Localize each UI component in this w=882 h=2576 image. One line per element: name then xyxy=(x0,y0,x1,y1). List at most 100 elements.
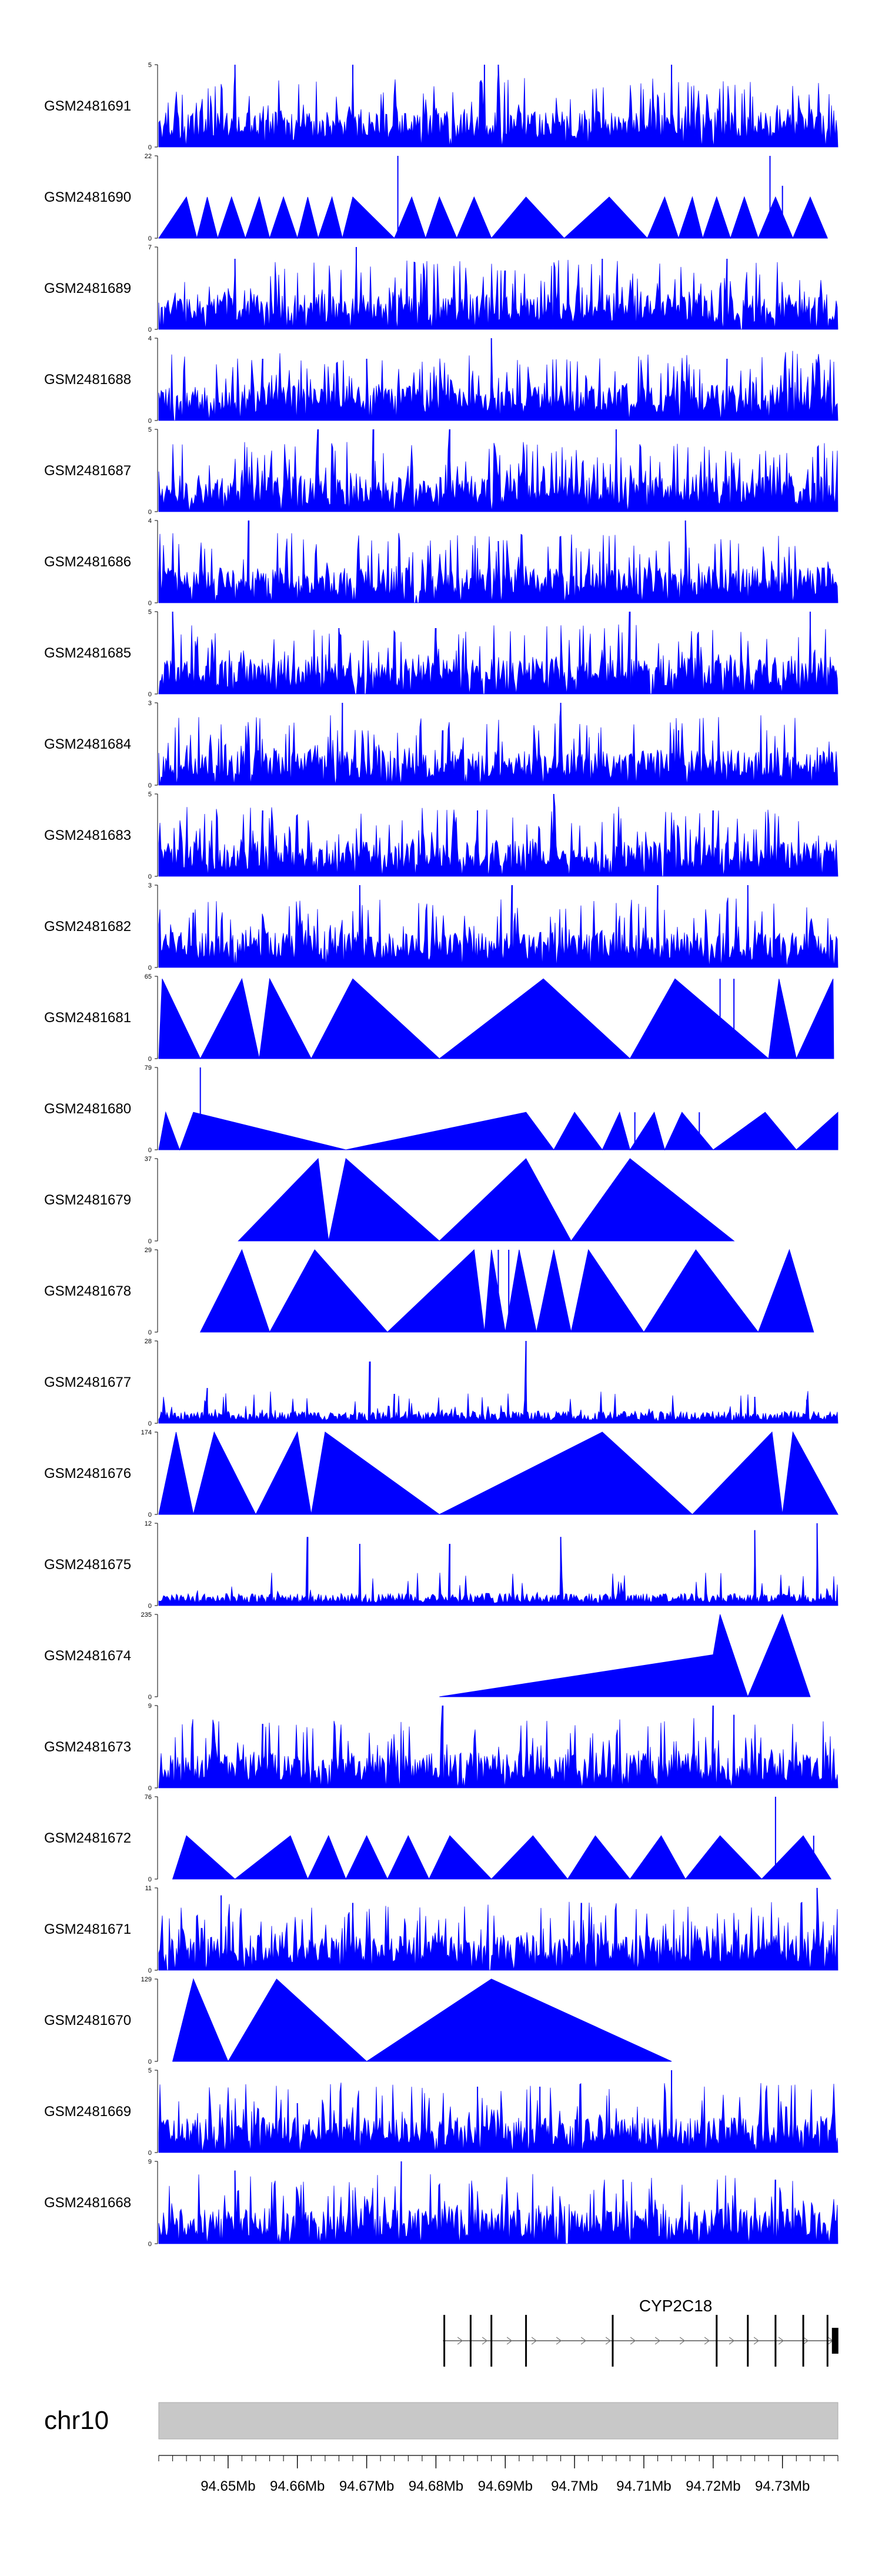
x-tick-label: 94.73Mb xyxy=(755,2478,810,2494)
coverage-area xyxy=(172,1835,832,1880)
y-zero-label: 0 xyxy=(148,1329,152,1336)
y-zero-label: 0 xyxy=(148,2241,152,2248)
coverage-area xyxy=(158,1431,838,1516)
track-label: GSM2481686 xyxy=(44,554,131,570)
y-zero-label: 0 xyxy=(148,1967,152,1974)
track-GSM2481670: GSM2481670 129 0 xyxy=(44,1976,672,2066)
y-zero-label: 0 xyxy=(148,235,152,242)
strand-arrow xyxy=(630,2337,636,2345)
track-GSM2481678: GSM2481678 29 0 xyxy=(44,1247,814,1336)
exon xyxy=(747,2315,749,2367)
x-tick-label: 94.71Mb xyxy=(616,2478,671,2494)
y-zero-label: 0 xyxy=(148,509,152,516)
coverage-area xyxy=(158,2161,838,2244)
y-max-label: 5 xyxy=(148,426,152,433)
y-max-label: 11 xyxy=(145,1885,152,1892)
coverage-area xyxy=(158,338,838,421)
track-GSM2481672: GSM2481672 76 0 xyxy=(44,1794,832,1883)
strand-arrow xyxy=(729,2337,735,2345)
track-label: GSM2481669 xyxy=(44,2104,131,2120)
exon xyxy=(802,2315,804,2367)
track-label: GSM2481670 xyxy=(44,2013,131,2028)
track-label: GSM2481688 xyxy=(44,372,131,388)
genome-axis: 94.65Mb 94.66Mb 94.67Mb 94.68Mb 94.69Mb 94.7M… xyxy=(158,2455,838,2494)
coverage-area xyxy=(158,793,838,877)
track-GSM2481671: GSM2481671 11 0 xyxy=(44,1885,838,1974)
chromosome-ideogram: chr10 xyxy=(44,2402,838,2440)
track-GSM2481687: GSM2481687 5 0 xyxy=(44,426,838,516)
track-GSM2481674: GSM2481674 235 0 xyxy=(44,1611,811,1701)
y-zero-label: 0 xyxy=(148,1511,152,1519)
track-GSM2481684: GSM2481684 3 0 xyxy=(44,700,838,789)
y-max-label: 174 xyxy=(141,1429,152,1436)
track-label: GSM2481687 xyxy=(44,463,131,479)
track-label: GSM2481677 xyxy=(44,1374,131,1390)
track-label: GSM2481672 xyxy=(44,1830,131,1846)
y-max-label: 28 xyxy=(145,1338,152,1345)
y-max-label: 5 xyxy=(148,62,152,69)
y-zero-label: 0 xyxy=(148,1603,152,1610)
track-label: GSM2481679 xyxy=(44,1192,131,1208)
coverage-area xyxy=(158,1705,838,1788)
strand-arrow xyxy=(778,2337,784,2345)
y-zero-label: 0 xyxy=(148,1238,152,1245)
coverage-area xyxy=(158,702,838,786)
track-GSM2481690: GSM2481690 22 0 xyxy=(44,153,828,242)
exon xyxy=(716,2315,718,2367)
coverage-area xyxy=(158,2070,838,2153)
strand-arrow xyxy=(704,2337,710,2345)
chromosome-label: chr10 xyxy=(44,2406,109,2435)
x-tick-label: 94.7Mb xyxy=(551,2478,598,2494)
y-zero-label: 0 xyxy=(148,1785,152,1792)
track-GSM2481675: GSM2481675 12 0 xyxy=(44,1520,838,1610)
track-label: GSM2481691 xyxy=(44,98,131,114)
y-zero-label: 0 xyxy=(148,326,152,333)
y-zero-label: 0 xyxy=(148,600,152,607)
x-tick-label: 94.69Mb xyxy=(478,2478,533,2494)
track-GSM2481681: GSM2481681 65 0 xyxy=(44,973,834,1063)
y-max-label: 79 xyxy=(145,1065,152,1072)
gene-track: CYP2C18 xyxy=(443,2297,838,2367)
strand-arrow xyxy=(580,2337,587,2345)
coverage-area xyxy=(439,1613,811,1698)
y-zero-label: 0 xyxy=(148,965,152,972)
y-zero-label: 0 xyxy=(148,418,152,425)
x-tick-label: 94.68Mb xyxy=(409,2478,463,2494)
track-label: GSM2481674 xyxy=(44,1648,131,1664)
track-label: GSM2481690 xyxy=(44,189,131,205)
y-max-label: 3 xyxy=(148,700,152,707)
track-GSM2481680: GSM2481680 79 0 xyxy=(44,1065,838,1154)
track-label: GSM2481683 xyxy=(44,827,131,843)
exon xyxy=(826,2315,828,2367)
track-label: GSM2481673 xyxy=(44,1739,131,1755)
y-zero-label: 0 xyxy=(148,1056,152,1063)
exon xyxy=(774,2315,777,2367)
track-GSM2481688: GSM2481688 4 0 xyxy=(44,335,838,425)
coverage-area xyxy=(238,1157,735,1242)
track-label: GSM2481685 xyxy=(44,645,131,661)
track-GSM2481679: GSM2481679 37 0 xyxy=(44,1156,735,1245)
y-zero-label: 0 xyxy=(148,1694,152,1701)
track-GSM2481686: GSM2481686 4 0 xyxy=(44,518,838,607)
y-max-label: 7 xyxy=(148,244,152,251)
exon xyxy=(443,2315,446,2367)
coverage-area xyxy=(158,1523,838,1606)
strand-arrow xyxy=(654,2337,661,2345)
track-GSM2481676: GSM2481676 174 0 xyxy=(44,1429,838,1519)
track-label: GSM2481681 xyxy=(44,1010,131,1026)
track-label: GSM2481678 xyxy=(44,1283,131,1299)
strand-arrow xyxy=(605,2337,612,2345)
coverage-area xyxy=(158,977,834,1060)
track-GSM2481691: GSM2481691 5 0 xyxy=(44,62,838,151)
chromosome-band xyxy=(158,2402,838,2440)
strand-arrow xyxy=(482,2337,488,2345)
y-max-label: 4 xyxy=(148,518,152,525)
track-label: GSM2481682 xyxy=(44,919,131,935)
x-tick-label: 94.65Mb xyxy=(201,2478,255,2494)
track-GSM2481673: GSM2481673 9 0 xyxy=(44,1703,838,1792)
exon xyxy=(525,2315,527,2367)
track-GSM2481689: GSM2481689 7 0 xyxy=(44,244,838,333)
y-zero-label: 0 xyxy=(148,1420,152,1427)
exon xyxy=(831,2328,838,2354)
